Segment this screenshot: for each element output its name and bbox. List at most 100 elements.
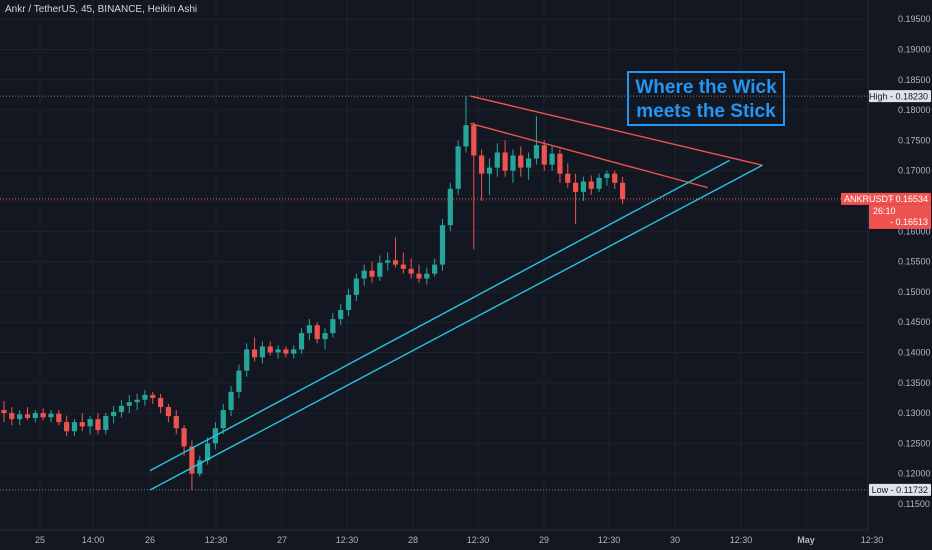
candle-down (283, 349, 289, 354)
time-tick-label: 26 (145, 535, 155, 545)
time-tick-label: 14:00 (82, 535, 105, 545)
price-tick-label: 0.11500 (898, 499, 930, 509)
candle-down (251, 349, 258, 358)
candle-up (204, 443, 211, 461)
candle-down (24, 414, 31, 418)
support-upper-trendline (149, 159, 730, 472)
low-price-tag-bg (869, 483, 931, 496)
candle-down (9, 413, 15, 420)
candle-up (228, 391, 234, 411)
candle-down (56, 413, 62, 423)
annotation-callout[interactable]: Where the Wick meets the Stick (627, 71, 785, 126)
candle-down (400, 264, 406, 269)
candle-up (533, 145, 540, 159)
candle-down (565, 173, 571, 183)
time-tick-label: 12:30 (336, 535, 359, 545)
candle-series (1, 96, 626, 491)
candle-down (181, 428, 187, 447)
prev-close-value: - 0.16513 (890, 217, 928, 227)
price-tick-label: 0.12000 (898, 469, 931, 479)
price-tick-label: 0.14000 (898, 347, 931, 357)
time-tick-label: 12:30 (598, 535, 621, 545)
price-tick-label: 0.16000 (898, 226, 931, 236)
symbol-header[interactable]: Ankr / TetherUS, 45, BINANCE, Heikin Ash… (5, 4, 197, 15)
candle-up (142, 394, 148, 400)
candle-up (236, 370, 242, 392)
candle-up (71, 422, 78, 432)
price-tick-label: 0.17500 (898, 135, 931, 145)
symbol-header-text: Ankr / TetherUS, 45, BINANCE, Heikin Ash… (5, 4, 198, 15)
countdown-text: 26:10 (873, 206, 896, 216)
candle-down (64, 422, 70, 432)
price-tick-label: 0.17000 (898, 166, 931, 176)
candle-up (103, 416, 109, 431)
time-tick-label: May (797, 535, 815, 545)
candle-up (330, 319, 336, 334)
candle-up (259, 346, 265, 358)
current-price-tag-bg (841, 192, 931, 205)
candle-up (306, 325, 312, 334)
candle-down (392, 260, 399, 265)
candle-up (424, 273, 430, 279)
candle-down (165, 407, 172, 417)
time-tick-label: 28 (408, 535, 418, 545)
price-tick-label: 0.12500 (898, 438, 931, 448)
candle-up (549, 153, 555, 165)
candle-down (158, 397, 164, 408)
candle-down (471, 125, 477, 156)
candle-down (541, 145, 547, 165)
candle-up (510, 155, 516, 171)
candle-up (432, 264, 438, 274)
candle-up (447, 188, 453, 226)
candle-up (580, 181, 587, 192)
candle-down (267, 346, 273, 353)
candle-down (173, 416, 179, 429)
low-price-tag: Low - 0.11732 (869, 483, 931, 496)
candle-up (377, 262, 383, 277)
candle-up (338, 310, 344, 320)
candle-down (40, 413, 46, 418)
candle-up (17, 414, 23, 420)
candle-down (619, 182, 626, 200)
high-price-tag: High - 0.18230 (869, 90, 931, 103)
candle-down (502, 152, 508, 171)
price-axis[interactable]: 0.19500 0.19000 0.18500 0.18000 0.17500 0.170… (867, 0, 932, 550)
time-tick-label: 12:30 (861, 535, 884, 545)
candle-down (79, 422, 85, 427)
price-tick-label: 0.13500 (898, 378, 931, 388)
price-tick-label: 0.15500 (898, 257, 931, 267)
candle-down (612, 173, 618, 183)
candle-down (408, 268, 414, 274)
high-low-reference-lines (0, 95, 868, 491)
candle-up (439, 225, 446, 265)
price-tick-label: 0.18500 (898, 75, 931, 85)
candle-up (463, 125, 469, 147)
price-tick-label: 0.13000 (898, 408, 931, 418)
candle-up (385, 260, 391, 263)
candle-up (494, 152, 500, 168)
candle-down (572, 182, 579, 192)
candle-up (220, 410, 226, 429)
candle-up (126, 402, 132, 406)
candle-up (596, 177, 602, 189)
time-axis[interactable]: 25 14:00 26 12:30 27 12:30 28 12:30 29 12:30 30 12:… (0, 529, 884, 545)
candle-up (134, 399, 140, 403)
support-lower-trendline (149, 164, 763, 491)
candle-up (604, 173, 610, 178)
price-tick-label: 0.19500 (898, 14, 931, 24)
candle-up (197, 460, 203, 474)
chart-grid (0, 0, 868, 530)
price-tick-label: 0.18000 (898, 105, 931, 115)
candle-up (298, 333, 305, 350)
time-tick-label: 25 (35, 535, 45, 545)
candle-up (291, 349, 297, 354)
trendline-drawings[interactable] (149, 95, 763, 491)
countdown-tag-bg (869, 204, 931, 229)
time-tick-label: 27 (277, 535, 287, 545)
time-tick-label: 12:30 (730, 535, 753, 545)
candle-up (345, 294, 352, 311)
candle-down (1, 410, 7, 414)
current-price-value: - 0.16534 (890, 194, 928, 204)
candle-up (87, 419, 93, 427)
